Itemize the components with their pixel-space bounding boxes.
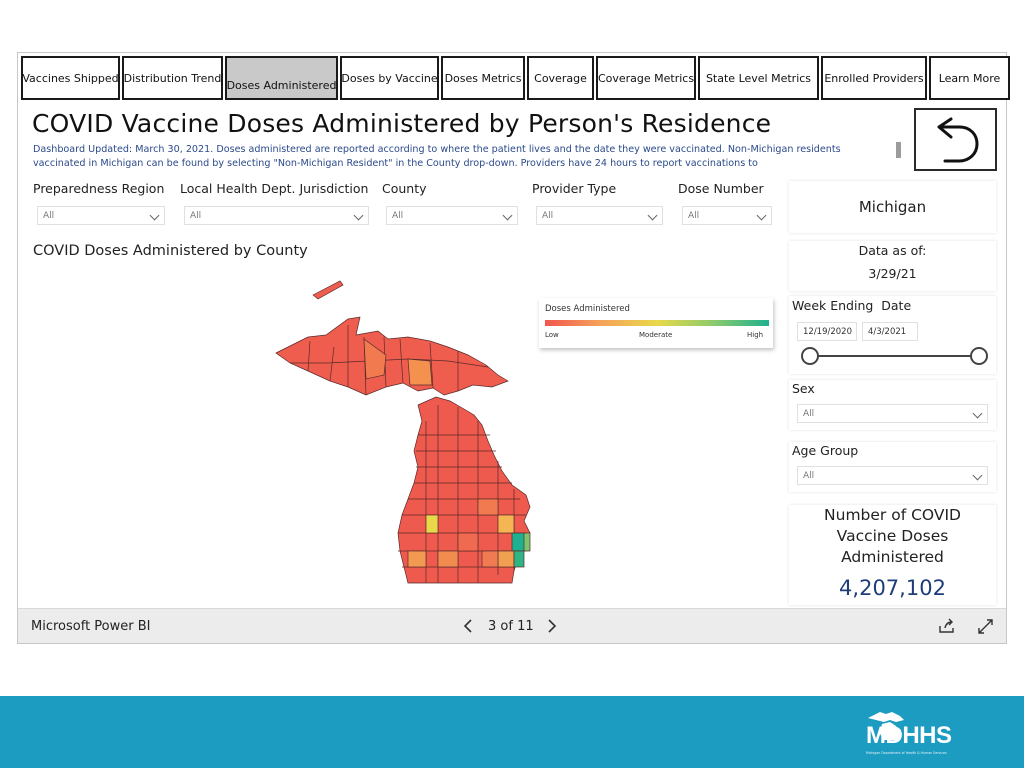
county-livingston[interactable] [481,550,499,568]
mdhhs-logo: MDHHS Michigan Department of Health & Hu… [864,710,1014,755]
provider-type-label: Provider Type [532,181,617,196]
preparedness-region-label: Preparedness Region [33,181,165,196]
data-as-of-label: Data as of: [858,243,927,258]
county-ingham[interactable] [457,532,479,552]
chevron-down-icon [502,210,513,221]
tab-coverage-metrics[interactable]: Coverage Metrics [596,56,696,100]
lhd-label: Local Health Dept. Jurisdiction [180,181,369,196]
county-macomb[interactable] [523,532,531,552]
tab-state-level-metrics[interactable]: State Level Metrics [698,56,819,100]
kpi-card: Number of COVID Vaccine Doses Administer… [789,505,996,605]
legend-high: High [747,331,764,339]
mdhhs-logo-text: MDHHS [866,722,952,749]
tab-vaccines-shipped[interactable]: Vaccines Shipped [21,56,120,100]
prev-page-icon[interactable] [461,618,475,634]
tab-coverage[interactable]: Coverage [527,56,594,100]
legend-title: Doses Administered [545,304,630,314]
week-ending-slicer: Week Ending Date 12/19/2020 4/3/2021 [789,296,996,374]
lhd-dropdown[interactable]: All [184,206,369,225]
provider-type-value: All [542,211,554,221]
share-icon[interactable] [938,618,956,634]
kpi-label: Number of COVID Vaccine Doses Administer… [824,506,961,566]
back-button[interactable] [914,108,997,171]
map-legend: Doses Administered Low Moderate High [539,298,773,348]
mdhhs-brand-bar: MDHHS Michigan Department of Health & Hu… [0,696,1024,768]
dose-number-label: Dose Number [678,181,764,196]
chevron-down-icon [756,210,767,221]
age-group-dropdown[interactable]: All [797,466,988,485]
page-indicator: 3 of 11 [488,619,534,634]
mdhhs-tagline: Michigan Department of Health & Human Se… [866,751,947,755]
county-kalamazoo[interactable] [437,550,459,568]
age-group-value: All [803,471,815,481]
county-wayne[interactable] [513,550,525,568]
dose-number-value: All [688,211,700,221]
tab-learn-more[interactable]: Learn More [929,56,1010,100]
michigan-county-map[interactable] [268,275,548,585]
county-dropdown[interactable]: All [386,206,518,225]
start-date-input[interactable]: 12/19/2020 [797,322,857,341]
tab-doses-by-vaccine[interactable]: Doses by Vaccine [340,56,439,100]
county-isabella[interactable] [425,514,439,534]
age-group-slicer: Age Group All [789,442,996,492]
next-page-icon[interactable] [545,618,559,634]
legend-moderate: Moderate [639,331,673,339]
provider-type-dropdown[interactable]: All [536,206,663,225]
nav-tabs: Vaccines Shipped Distribution Trend Dose… [21,56,1010,100]
fullscreen-icon[interactable] [977,618,994,635]
county-keweenaw-isle[interactable] [312,280,344,300]
chevron-down-icon [972,470,983,481]
legend-gradient [545,320,769,326]
state-name: Michigan [858,198,927,216]
tab-distribution-trend[interactable]: Distribution Trend [122,56,223,100]
data-as-of-value: 3/29/21 [868,266,917,281]
lhd-value: All [190,211,202,221]
chevron-down-icon [353,210,364,221]
tab-enrolled-providers[interactable]: Enrolled Providers [821,56,927,100]
description-scrollbar[interactable] [896,142,901,158]
kpi-value: 4,207,102 [839,576,946,600]
sex-label: Sex [792,381,815,396]
county-washtenaw[interactable] [497,550,515,568]
powerbi-brand[interactable]: Microsoft Power BI [31,619,151,634]
powerbi-footer: Microsoft Power BI 3 of 11 [18,608,1006,643]
sex-slicer: Sex All [789,380,996,430]
age-group-label: Age Group [792,443,859,458]
county-saginaw[interactable] [477,498,499,516]
week-ending-label: Week Ending Date [792,298,912,313]
dose-number-dropdown[interactable]: All [682,206,772,225]
preparedness-region-dropdown[interactable]: All [37,206,165,225]
upper-peninsula[interactable] [275,316,509,396]
range-start-handle[interactable] [801,347,819,365]
back-arrow-icon [937,117,978,162]
county-dickinson[interactable] [363,338,387,380]
page-title: COVID Vaccine Doses Administered by Pers… [32,109,772,138]
map-title: COVID Doses Administered by County [33,243,308,259]
range-end-handle[interactable] [970,347,988,365]
preparedness-region-value: All [43,211,55,221]
date-range-track [809,355,979,357]
chevron-down-icon [647,210,658,221]
county-delta[interactable] [407,358,433,386]
chevron-down-icon [972,408,983,419]
legend-low: Low [545,331,559,339]
tab-doses-metrics[interactable]: Doses Metrics [441,56,525,100]
data-as-of-card: Data as of: 3/29/21 [789,241,996,291]
county-kent[interactable] [407,550,427,568]
chevron-down-icon [149,210,160,221]
sex-dropdown[interactable]: All [797,404,988,423]
end-date-input[interactable]: 4/3/2021 [862,322,918,341]
tab-doses-administered[interactable]: Doses Administered [225,56,338,100]
power-bi-report-frame: Vaccines Shipped Distribution Trend Dose… [17,52,1010,644]
michigan-state-icon [868,712,904,740]
county-value: All [392,211,404,221]
state-card: Michigan [789,181,996,233]
county-label: County [382,181,427,196]
county-genesee[interactable] [497,514,515,534]
sex-value: All [803,409,815,419]
dashboard-description: Dashboard Updated: March 30, 2021. Doses… [33,144,841,169]
